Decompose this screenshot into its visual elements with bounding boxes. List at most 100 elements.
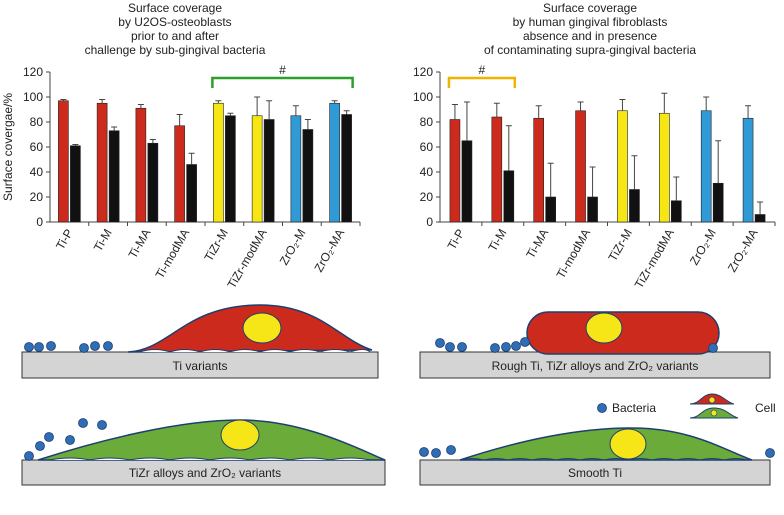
- bacterium: [103, 341, 113, 351]
- bar: [449, 119, 461, 223]
- bar: [225, 115, 236, 223]
- error-bar: [149, 139, 156, 144]
- bracket: [211, 76, 354, 88]
- error-bar: [661, 92, 668, 114]
- error-bar: [111, 126, 118, 131]
- x-tick-label: ZrO₂-MA: [311, 227, 347, 275]
- contact: [49, 457, 371, 461]
- bacterium: [78, 418, 88, 428]
- y-tick-label: 60: [30, 140, 44, 154]
- bar: [503, 170, 515, 223]
- bar: [174, 125, 185, 223]
- bacterium: [520, 337, 530, 347]
- chart-title: of contaminating supra-gingival bacteria: [484, 43, 696, 57]
- chart-title: Surface coverage: [128, 1, 222, 15]
- error-bar: [535, 105, 542, 119]
- x-tick-label: Ti-MA: [523, 227, 551, 261]
- bar: [545, 196, 556, 223]
- bacterium: [24, 342, 34, 352]
- nucleus: [585, 312, 623, 344]
- bar: [671, 200, 682, 223]
- bacterium: [765, 448, 775, 458]
- nucleus-icon: [708, 396, 716, 404]
- error-bar: [266, 100, 273, 120]
- bar: [263, 119, 275, 223]
- bacterium: [35, 441, 45, 451]
- diagram-legend: Bacteria Cell: [597, 393, 776, 419]
- chart-title: by U2OS-osteoblasts: [118, 15, 231, 29]
- bracket-label: #: [479, 63, 486, 77]
- bar: [575, 110, 586, 223]
- error-bar: [451, 104, 458, 120]
- x-tick-label: Ti-MA: [126, 227, 154, 261]
- error-bar: [343, 110, 350, 115]
- bacterium: [44, 432, 54, 442]
- bar: [302, 129, 314, 223]
- x-tick-label: Ti-P: [53, 227, 76, 253]
- y-tick-label: 80: [420, 115, 434, 129]
- cell: [526, 311, 720, 355]
- x-tick-label: Ti-M: [91, 227, 115, 254]
- nucleus: [242, 312, 282, 344]
- nucleus: [220, 419, 260, 451]
- x-tick-label: ZrO₂-M: [687, 226, 719, 267]
- bracket: [447, 76, 517, 88]
- panel-ti: Ti variants: [21, 304, 379, 379]
- x-tick-label: TiZr-M: [605, 227, 635, 264]
- error-bar: [547, 162, 554, 197]
- x-tick-label: TiZr-M: [201, 227, 231, 264]
- bar: [213, 102, 224, 223]
- error-bar: [505, 125, 512, 171]
- bar: [659, 112, 670, 223]
- error-bar: [99, 99, 106, 104]
- error-bar: [757, 201, 764, 215]
- y-axis-label: Surface covergae/%: [1, 93, 15, 201]
- error-bar: [619, 99, 626, 111]
- x-tick-label: ZrO₂-MA: [725, 227, 761, 275]
- x-tick-label: TiZr-modMA: [224, 227, 269, 291]
- legend-label: Bacteria: [612, 401, 656, 415]
- bacterium: [435, 338, 445, 348]
- chart-title: challenge by sub-gingival bacteria: [85, 43, 266, 57]
- bar: [742, 117, 754, 223]
- chart-title: absence and in presence: [523, 29, 657, 43]
- bar: [329, 102, 340, 223]
- error-bar: [703, 96, 710, 111]
- bracket-label: #: [279, 63, 286, 77]
- error-bar: [745, 105, 752, 119]
- substrate: [21, 459, 386, 486]
- bar: [491, 116, 503, 223]
- chart-title: by human gingival fibroblasts: [513, 15, 668, 29]
- panel-label: Smooth Ti: [568, 466, 622, 480]
- bacterium: [46, 341, 56, 351]
- error-bar: [227, 112, 234, 116]
- substrate: [21, 351, 379, 379]
- panel-smooth: Smooth Ti: [419, 427, 775, 486]
- x-tick-label: Ti-modMA: [153, 227, 193, 282]
- bar: [617, 110, 628, 223]
- bacterium: [97, 420, 107, 430]
- panel-rough: Rough Ti, TiZr alloys and ZrO₂ variants: [419, 311, 771, 379]
- error-bar: [493, 102, 500, 117]
- chart-title: prior to and after: [131, 29, 219, 43]
- bar: [147, 142, 159, 223]
- error-bar: [60, 99, 67, 101]
- error-bar: [176, 114, 183, 126]
- bacterium: [490, 343, 500, 353]
- panel-tizr: TiZr alloys and ZrO₂ variants: [21, 418, 386, 486]
- error-bar: [631, 155, 638, 190]
- bar: [108, 130, 120, 223]
- bar: [461, 140, 473, 223]
- error-bar: [673, 176, 680, 201]
- substrate: [419, 459, 771, 486]
- y-tick-label: 120: [23, 65, 43, 79]
- bacterium: [708, 343, 718, 353]
- panel-label: Ti variants: [173, 359, 228, 373]
- error-bar: [331, 100, 338, 104]
- bar: [754, 214, 766, 223]
- x-tick-label: Ti-modMA: [554, 227, 594, 282]
- y-tick-label: 20: [30, 190, 44, 204]
- bacterium: [419, 447, 429, 457]
- bar: [629, 189, 640, 223]
